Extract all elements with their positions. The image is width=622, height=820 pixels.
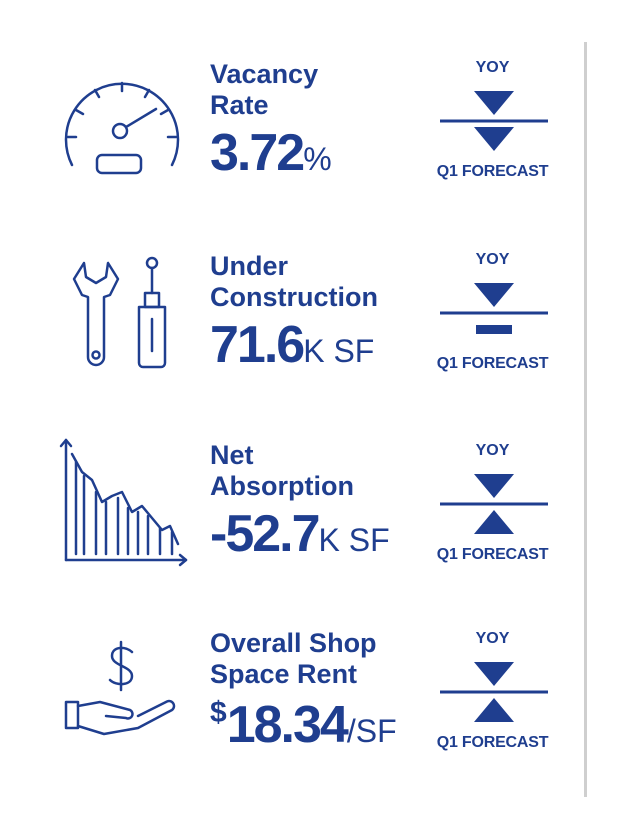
yoy-label: YOY: [475, 630, 510, 647]
metric-under-construction: Under Construction 71.6K SF YOY Q1 FOREC…: [0, 237, 580, 427]
forecast-label: Q1 FORECAST: [436, 355, 549, 372]
yoy-label: YOY: [475, 251, 510, 268]
metric-number: 3.72: [210, 124, 305, 182]
forecast-label: Q1 FORECAST: [436, 734, 549, 751]
yoy-label: YOY: [475, 59, 510, 76]
metric-label-line2: Absorption: [210, 471, 354, 501]
metric-unit: K SF: [318, 522, 390, 558]
metric-number: -52.7: [210, 505, 321, 563]
forecast-down-arrow-icon: [474, 127, 514, 151]
forecast-up-arrow-icon: [474, 510, 514, 534]
metric-label: Vacancy Rate: [210, 59, 318, 121]
hand-dollar-icon: [52, 630, 192, 770]
metric-label: Net Absorption: [210, 440, 354, 502]
yoy-down-arrow-icon: [474, 474, 514, 498]
metric-label-line2: Rate: [210, 90, 269, 120]
yoy-down-arrow-icon: [474, 283, 514, 307]
metric-value: $18.34/SF: [210, 696, 397, 754]
metric-value: 3.72%: [210, 127, 332, 179]
trend-indicator: YOY Q1 FORECAST: [420, 630, 565, 770]
metric-unit: K SF: [303, 333, 375, 369]
metric-unit: /SF: [346, 713, 397, 749]
forecast-flat-icon: [476, 325, 512, 334]
metric-value: 71.6K SF: [210, 319, 374, 371]
metric-net-absorption: Net Absorption -52.7K SF YOY Q1 FORECAST: [0, 428, 580, 618]
yoy-label: YOY: [475, 442, 510, 459]
trend-indicator: YOY Q1 FORECAST: [420, 59, 565, 199]
forecast-up-arrow-icon: [474, 698, 514, 722]
trend-indicator: YOY Q1 FORECAST: [420, 251, 565, 391]
vertical-divider: [584, 42, 587, 797]
metric-unit: %: [303, 141, 332, 177]
metric-number: 71.6: [210, 316, 305, 374]
metric-label-line2: Construction: [210, 282, 378, 312]
metric-label-line2: Space Rent: [210, 659, 358, 689]
metric-label-line1: Under: [210, 251, 289, 281]
metric-shop-space-rent: Overall Shop Space Rent $18.34/SF YOY Q1…: [0, 620, 580, 810]
tools-icon: [52, 245, 192, 385]
forecast-label: Q1 FORECAST: [436, 163, 549, 180]
metric-label: Overall Shop Space Rent: [210, 628, 377, 690]
yoy-down-arrow-icon: [474, 662, 514, 686]
metric-label-line1: Overall Shop: [210, 628, 377, 658]
metric-label-line1: Net: [210, 440, 254, 470]
metric-number: 18.34: [226, 696, 349, 754]
metric-label-line1: Vacancy: [210, 59, 319, 89]
metric-value: -52.7K SF: [210, 508, 390, 560]
trend-indicator: YOY Q1 FORECAST: [420, 442, 565, 582]
currency-symbol: $: [210, 696, 227, 729]
yoy-down-arrow-icon: [474, 91, 514, 115]
speedometer-icon: [52, 53, 192, 193]
forecast-label: Q1 FORECAST: [436, 546, 549, 563]
metric-vacancy-rate: Vacancy Rate 3.72% YOY Q1 FORECAST: [0, 45, 580, 235]
metric-label: Under Construction: [210, 251, 378, 313]
declining-chart-icon: [52, 432, 192, 572]
